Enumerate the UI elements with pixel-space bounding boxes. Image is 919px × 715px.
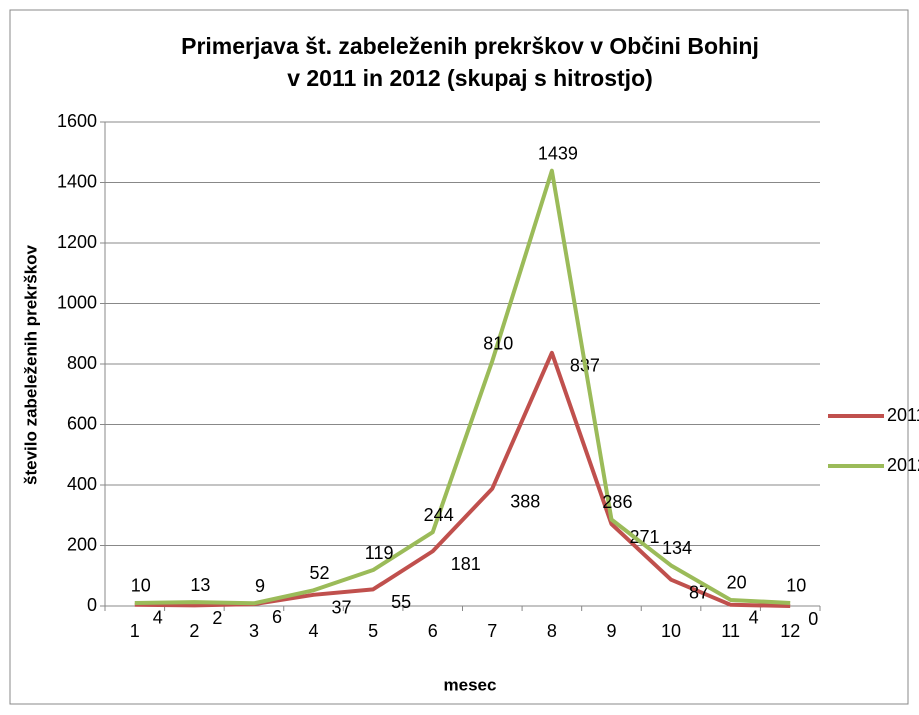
data-label: 10 <box>786 576 806 596</box>
x-tick-label: 5 <box>368 621 378 641</box>
x-tick-label: 6 <box>428 621 438 641</box>
legend-label: 2012 <box>887 455 919 475</box>
x-tick-label: 3 <box>249 621 259 641</box>
y-tick-label: 800 <box>67 353 97 373</box>
chart-title: Primerjava št. zabeleženih prekrškov v O… <box>181 33 759 59</box>
y-tick-label: 1600 <box>57 111 97 131</box>
data-label: 1439 <box>538 143 578 163</box>
y-tick-label: 1200 <box>57 232 97 252</box>
data-label: 10 <box>131 576 151 596</box>
y-tick-label: 1000 <box>57 292 97 312</box>
data-label: 37 <box>332 598 352 618</box>
data-label: 244 <box>424 505 454 525</box>
data-label: 4 <box>749 608 759 628</box>
data-label: 2 <box>212 608 222 628</box>
data-label: 134 <box>662 538 692 558</box>
x-tick-label: 4 <box>309 621 319 641</box>
series-line <box>134 168 791 606</box>
data-label: 13 <box>190 575 210 595</box>
legend-label: 2011 <box>887 405 919 425</box>
data-label: 6 <box>272 607 282 627</box>
x-tick-label: 11 <box>721 621 740 641</box>
data-label: 9 <box>255 576 265 596</box>
data-label: 52 <box>310 563 330 583</box>
y-tick-label: 600 <box>67 413 97 433</box>
y-tick-label: 400 <box>67 474 97 494</box>
x-tick-label: 9 <box>606 621 616 641</box>
chart-title: v 2011 in 2012 (skupaj s hitrostjo) <box>287 65 653 91</box>
x-tick-label: 7 <box>487 621 497 641</box>
y-tick-label: 200 <box>67 534 97 554</box>
data-label: 20 <box>727 573 747 593</box>
data-label: 286 <box>602 492 632 512</box>
data-label: 4 <box>153 608 163 628</box>
y-axis-title: število zabeleženih prekrškov <box>21 244 40 485</box>
x-axis-title: mesec <box>444 675 497 694</box>
y-tick-label: 1400 <box>57 171 97 191</box>
data-label: 271 <box>629 527 659 547</box>
chart-frame <box>9 9 909 705</box>
data-label: 119 <box>365 543 394 563</box>
x-tick-label: 2 <box>189 621 199 641</box>
data-label: 55 <box>391 592 411 612</box>
data-label: 0 <box>808 609 818 629</box>
data-label: 388 <box>510 491 540 511</box>
data-label: 87 <box>689 582 709 602</box>
x-tick-label: 1 <box>130 621 140 641</box>
x-tick-label: 12 <box>780 621 800 641</box>
x-tick-label: 8 <box>547 621 557 641</box>
y-tick-label: 0 <box>87 595 97 615</box>
data-label: 810 <box>483 334 513 354</box>
x-tick-label: 10 <box>661 621 681 641</box>
data-label: 181 <box>451 554 481 574</box>
